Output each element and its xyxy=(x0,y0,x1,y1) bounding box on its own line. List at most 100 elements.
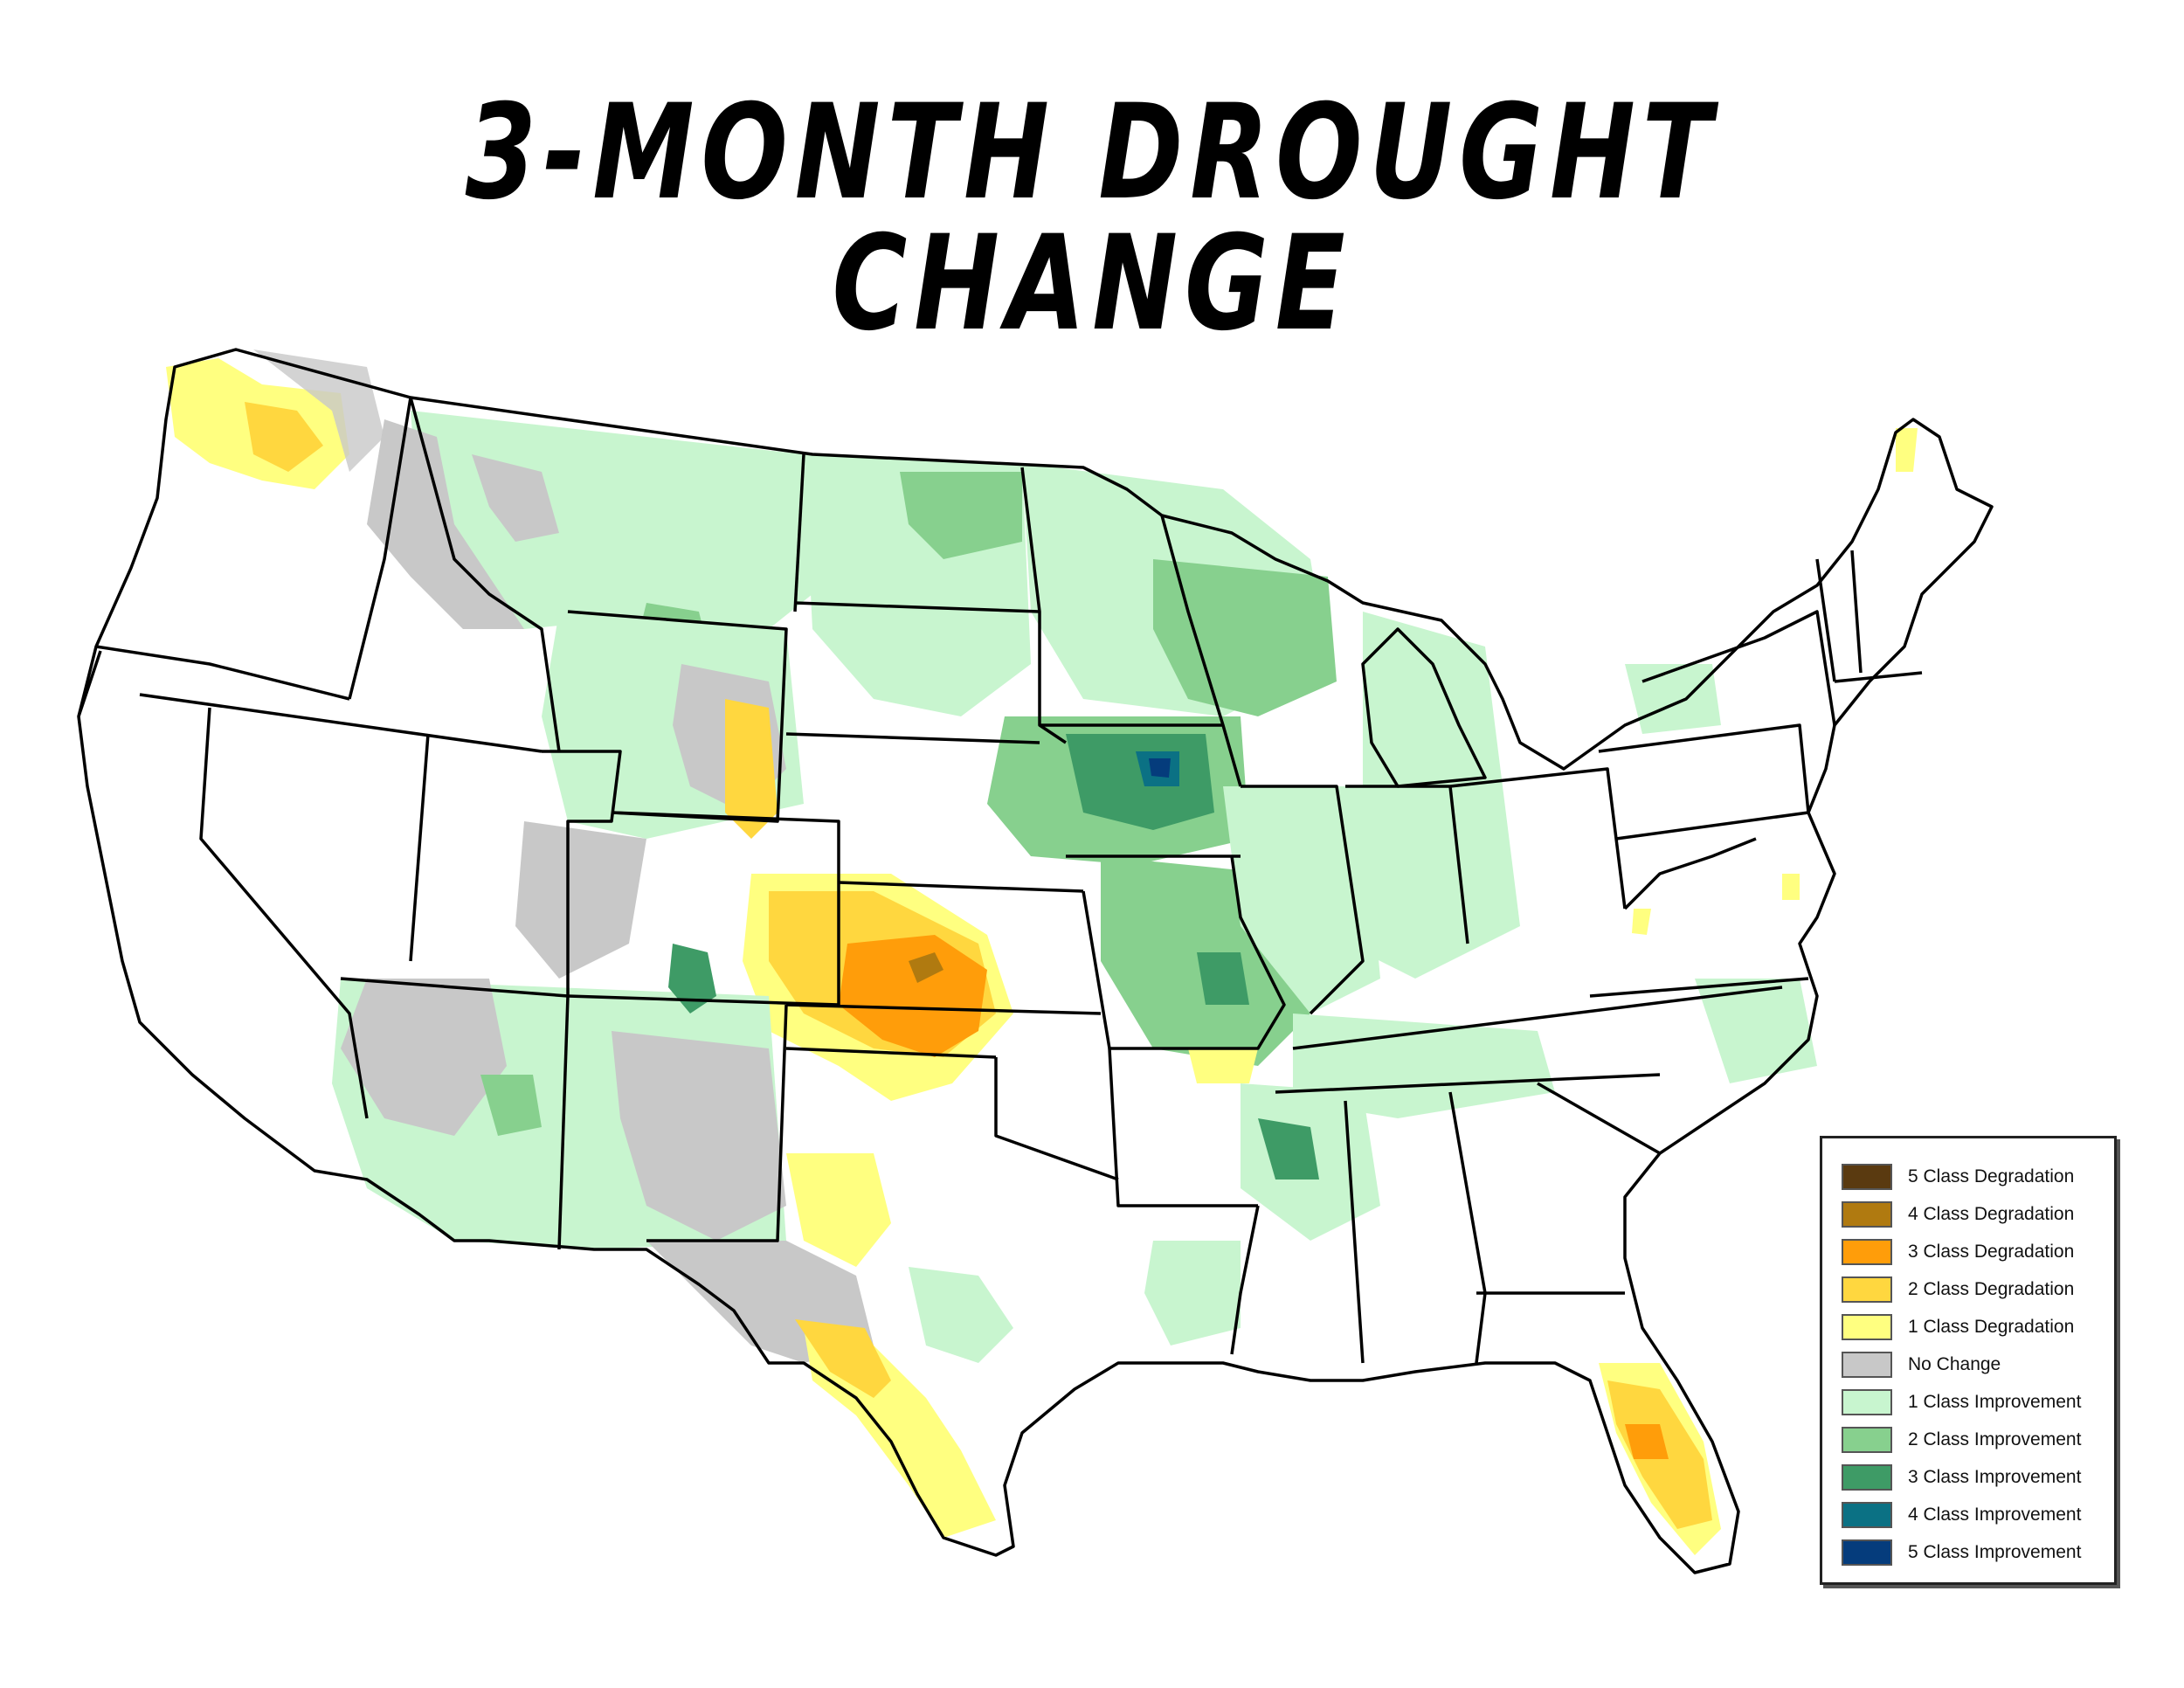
legend-swatch xyxy=(1842,1200,1892,1228)
legend-swatch xyxy=(1842,1238,1892,1265)
state-line-nc-va xyxy=(1589,977,1809,998)
legend-swatch xyxy=(1842,1388,1892,1415)
state-line-az-nm xyxy=(557,995,570,1250)
region-ia-5class xyxy=(1149,758,1171,778)
legend-item: 4 Class Degradation xyxy=(1842,1195,2114,1233)
state-line-tn-south xyxy=(1275,1073,1661,1094)
legend-label: 2 Class Improvement xyxy=(1908,1429,2082,1449)
region-tx-degradation xyxy=(786,1153,891,1267)
legend-item: 3 Class Degradation xyxy=(1842,1233,2114,1270)
legend-swatch xyxy=(1842,1313,1892,1340)
state-line-ky-tn xyxy=(1292,986,1783,1050)
state-line-nm-tx xyxy=(646,1004,997,1242)
legend-item: 5 Class Degradation xyxy=(1842,1158,2114,1195)
conus-outline xyxy=(77,348,1994,1574)
region-co-3class-improve xyxy=(668,944,716,1013)
state-line-or-id xyxy=(348,397,412,700)
legend-label: 4 Class Improvement xyxy=(1908,1504,2082,1525)
state-line-wv-va xyxy=(1623,837,1757,910)
region-tx-coast-2class xyxy=(795,1319,891,1398)
region-me-degradation xyxy=(1896,428,1918,472)
legend-swatch xyxy=(1842,1276,1892,1303)
legend-item: 4 Class Improvement xyxy=(1842,1496,2114,1533)
legend-label: 4 Class Degradation xyxy=(1908,1203,2075,1224)
state-line-wa-or xyxy=(95,645,350,701)
state-line-ny xyxy=(1641,610,1836,726)
legend-label: 1 Class Degradation xyxy=(1908,1316,2075,1337)
state-line-mi-peninsula xyxy=(1361,627,1487,788)
region-ny-improvement xyxy=(1625,664,1721,734)
region-nd-2class xyxy=(900,472,1022,559)
legend-item: 3 Class Improvement xyxy=(1842,1458,2114,1496)
legend-swatch xyxy=(1842,1351,1892,1378)
legend-item: 2 Class Improvement xyxy=(1842,1421,2114,1458)
drought-change-regions xyxy=(166,349,1918,1555)
legend-label: 3 Class Degradation xyxy=(1908,1241,2075,1262)
state-line-pa xyxy=(1598,723,1810,841)
state-line-ne-ks xyxy=(838,881,1084,893)
state-boundaries xyxy=(77,348,1994,1574)
map-title: 3-MONTH DROUGHT CHANGE xyxy=(465,77,1719,360)
region-az-2class xyxy=(480,1075,542,1136)
state-line-sd-ne xyxy=(785,732,1040,744)
state-line-mn-wi xyxy=(1160,515,1242,787)
region-ar-degradation xyxy=(1188,1048,1258,1083)
state-line-la-ms xyxy=(1230,1205,1260,1355)
region-mi-improvement xyxy=(1363,612,1503,839)
region-ms-3class xyxy=(1258,1118,1319,1180)
state-line-id-mt xyxy=(409,397,561,752)
legend-swatch xyxy=(1842,1539,1892,1566)
legend-label: 2 Class Degradation xyxy=(1908,1278,2075,1299)
legend-label: 1 Class Improvement xyxy=(1908,1391,2082,1412)
state-line-id-wy-ut xyxy=(542,750,622,996)
state-line-new-england xyxy=(1815,550,1923,683)
region-tn-improvement xyxy=(1293,1013,1555,1118)
region-nj-degradation xyxy=(1782,874,1800,900)
legend-label: 3 Class Improvement xyxy=(1908,1466,2082,1487)
region-mo-3class xyxy=(1197,952,1249,1005)
legend-item: 1 Class Improvement xyxy=(1842,1383,2114,1421)
region-mt-nochange xyxy=(472,454,559,542)
legend-swatch xyxy=(1842,1426,1892,1453)
state-line-mt-dakotas xyxy=(793,453,805,612)
region-tx-improvement xyxy=(909,1267,1013,1363)
state-line-dakotas-mn xyxy=(1020,467,1067,744)
state-line-in-oh xyxy=(1345,767,1627,944)
state-line-ks-ok xyxy=(785,1003,1102,1015)
state-line-co xyxy=(567,811,840,1007)
legend-label: No Change xyxy=(1908,1353,2001,1374)
state-line-ca-nv xyxy=(199,707,369,1119)
region-co-nochange xyxy=(515,821,646,979)
state-line-ga-sc xyxy=(1537,1082,1661,1155)
region-fl-3class xyxy=(1625,1424,1669,1459)
state-line-nd-sd xyxy=(794,601,1040,613)
legend-label: 5 Class Degradation xyxy=(1908,1166,2075,1186)
legend-swatch xyxy=(1842,1163,1892,1190)
legend-swatch xyxy=(1842,1463,1892,1491)
region-sw-nochange xyxy=(341,979,507,1136)
region-nc-improvement xyxy=(1695,979,1817,1083)
state-line-ut-az xyxy=(340,977,569,998)
region-la-improvement xyxy=(1144,1241,1241,1346)
region-wv-degradation xyxy=(1632,909,1651,935)
region-ks-3class xyxy=(839,935,987,1057)
state-line-mo xyxy=(1082,855,1286,1050)
legend-item: No Change xyxy=(1842,1346,2114,1383)
state-line-ok-tx xyxy=(994,1057,1119,1181)
legend-label: 5 Class Improvement xyxy=(1908,1541,2082,1562)
legend-item: 1 Class Degradation xyxy=(1842,1308,2114,1346)
state-line-nv-ut xyxy=(409,733,430,962)
legend-item: 5 Class Improvement xyxy=(1842,1533,2114,1571)
region-nm-nochange xyxy=(612,1031,786,1241)
region-ks-4class xyxy=(909,952,943,983)
legend: 5 Class Degradation 4 Class Degradation 3 … xyxy=(1820,1136,2117,1585)
state-line-il xyxy=(1241,785,1365,1015)
region-in-improvement xyxy=(1345,786,1520,979)
region-wa-degradation-2 xyxy=(245,402,323,472)
region-wi-2class xyxy=(1153,559,1337,716)
legend-swatch xyxy=(1842,1501,1892,1528)
region-il-improvement xyxy=(1223,786,1380,1013)
state-line-or-ca-nv xyxy=(77,650,543,753)
region-wy-degradation xyxy=(725,699,778,839)
